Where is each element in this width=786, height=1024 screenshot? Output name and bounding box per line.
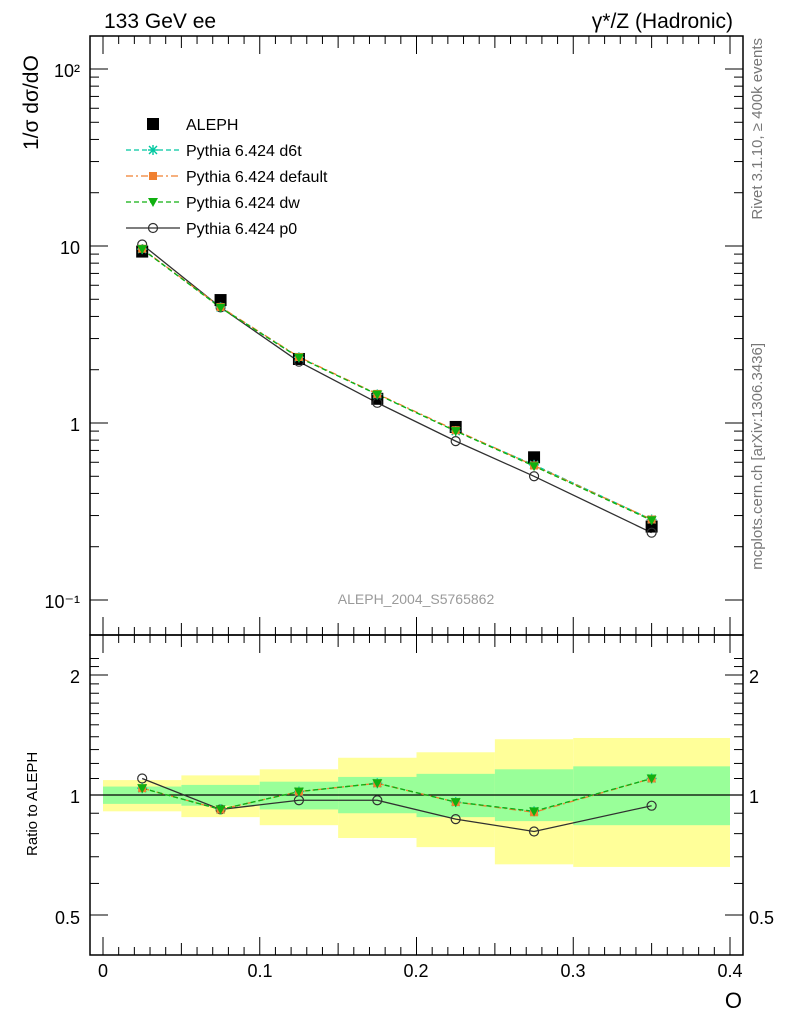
legend-marker-aleph (147, 118, 159, 130)
ratio-point-3 (528, 826, 540, 837)
ratio-point-2 (293, 787, 304, 797)
analysis-label: ALEPH_2004_S5765862 (338, 591, 495, 607)
chart-title: 133 GeV ee (104, 10, 216, 33)
ratio-point-3 (137, 773, 148, 784)
legend: ALEPH Pythia 6.424 d6t Pythia 6.424 defa… (126, 117, 328, 238)
ratio-data (137, 773, 657, 837)
ratio-y-tick-label: 1 (70, 787, 80, 807)
series-line-1 (141, 248, 652, 521)
series-point-2 (450, 427, 461, 437)
legend-marker-2 (148, 198, 158, 207)
y-tick-label: 1 (70, 415, 80, 435)
chart-subtitle: γ*/Z (Hadronic) (592, 10, 733, 33)
main-y-tick-labels: 10² 10 1 10⁻¹ (44, 61, 80, 612)
series-line-3 (141, 243, 652, 534)
series-point-2 (215, 303, 226, 313)
x-tick-label: 0 (98, 961, 108, 981)
legend-label-default: Pythia 6.424 default (186, 169, 328, 186)
y-tick-label: 10⁻¹ (44, 592, 80, 612)
series-line-0 (141, 248, 652, 521)
ratio-point-3 (372, 795, 383, 806)
ratio-y-tick-labels: 2 1 0.5 2 1 0.5 (55, 667, 774, 928)
main-y-axis-title: 1/σ dσ/dO (20, 55, 43, 150)
mcplots-label: mcplots.cern.ch [arXiv:1306.3436] (749, 343, 766, 570)
ratio-point-2 (215, 805, 226, 815)
x-tick-label: 0.1 (247, 961, 272, 981)
series-point-2 (646, 516, 657, 526)
ratio-point-3 (646, 800, 657, 811)
ratio-y-tick-label: 2 (70, 667, 80, 687)
legend-label-d6t: Pythia 6.424 d6t (186, 143, 302, 160)
series-point-2 (137, 245, 148, 255)
axis-ticks (90, 36, 743, 955)
ratio-y-tick-label-right: 2 (749, 667, 759, 687)
series-point-2 (293, 353, 304, 363)
legend-label-p0: Pythia 6.424 p0 (186, 221, 297, 238)
legend-marker-1 (149, 172, 157, 180)
star-stroke (148, 145, 158, 155)
y-tick-label: 10² (54, 61, 80, 81)
legend-marker-3 (147, 222, 159, 234)
series-point-2 (529, 462, 540, 472)
legend-marker-0 (148, 145, 158, 155)
series-point-3 (528, 471, 540, 482)
x-axis-title: O (725, 988, 742, 1013)
x-tick-label: 0.2 (403, 961, 428, 981)
series-point-2 (372, 390, 383, 400)
legend-label-aleph: ALEPH (186, 117, 238, 134)
y-tick-label: 10 (60, 238, 80, 258)
ratio-point-2 (137, 784, 148, 794)
ratio-y-axis-title: Ratio to ALEPH (24, 752, 41, 856)
rivet-label: Rivet 3.1.10, ≥ 400k events (749, 38, 766, 220)
legend-label-dw: Pythia 6.424 dw (186, 195, 300, 212)
ratio-y-tick-label-right: 1 (749, 787, 759, 807)
x-tick-label: 0.3 (560, 961, 585, 981)
series-point-3 (450, 436, 461, 447)
aleph-data-point (528, 451, 541, 464)
series-point-3 (646, 527, 657, 538)
x-tick-labels: 0 0.1 0.2 0.3 0.4 (98, 961, 743, 981)
ratio-point-2 (529, 807, 540, 817)
ratio-point-2 (646, 774, 657, 784)
main-data (136, 239, 658, 538)
ratio-point-3 (450, 814, 461, 825)
x-tick-label: 0.4 (717, 961, 742, 981)
series-line-2 (141, 248, 652, 521)
ratio-point-2 (450, 798, 461, 808)
ratio-y-tick-label-right: 0.5 (749, 908, 774, 928)
ratio-point-2 (372, 779, 383, 789)
ratio-y-tick-label: 0.5 (55, 908, 80, 928)
